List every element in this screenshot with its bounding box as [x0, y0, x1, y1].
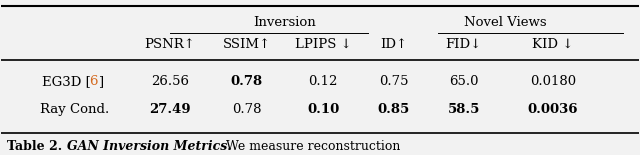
Text: Table 2.: Table 2. [7, 140, 67, 153]
Text: LPIPS ↓: LPIPS ↓ [295, 38, 351, 51]
Text: PSNR↑: PSNR↑ [145, 38, 195, 51]
Text: Ray Cond.: Ray Cond. [40, 103, 109, 116]
Text: 0.10: 0.10 [307, 103, 339, 116]
Text: We measure reconstruction: We measure reconstruction [221, 140, 400, 153]
Text: KID ↓: KID ↓ [532, 38, 574, 51]
Text: 26.56: 26.56 [151, 75, 189, 88]
Text: FID↓: FID↓ [445, 38, 482, 51]
Text: 0.0180: 0.0180 [530, 75, 576, 88]
Text: 0.12: 0.12 [308, 75, 338, 88]
Text: ID↑: ID↑ [380, 38, 407, 51]
Text: 0.85: 0.85 [378, 103, 410, 116]
Text: GAN Inversion Metrics.: GAN Inversion Metrics. [67, 140, 236, 153]
Text: Inversion: Inversion [253, 16, 316, 29]
Text: Novel Views: Novel Views [464, 16, 547, 29]
Text: 0.78: 0.78 [230, 75, 262, 88]
Text: 0.0036: 0.0036 [528, 103, 579, 116]
Text: 27.49: 27.49 [149, 103, 191, 116]
Text: 0.75: 0.75 [379, 75, 408, 88]
Text: 65.0: 65.0 [449, 75, 479, 88]
Text: EG3D [: EG3D [ [42, 75, 91, 88]
Text: 6: 6 [89, 75, 97, 88]
Text: ]: ] [98, 75, 103, 88]
Text: SSIM↑: SSIM↑ [223, 38, 271, 51]
Text: 58.5: 58.5 [447, 103, 480, 116]
Text: 0.78: 0.78 [232, 103, 261, 116]
